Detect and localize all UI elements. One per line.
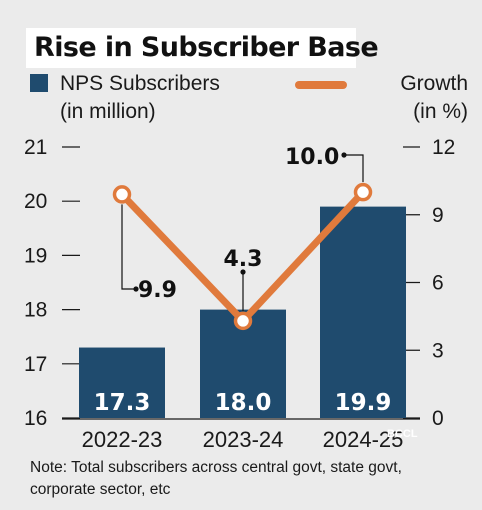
growth-leader-dot [133,286,139,292]
right-axis-tick-label: 12 [432,136,455,159]
right-axis-tick-label: 3 [432,339,444,362]
x-axis-category-label: 2023-24 [203,427,284,452]
growth-leader-dot [240,269,246,275]
right-axis-tick-label: 6 [432,272,444,295]
x-axis-category-label: 2022-23 [82,427,163,452]
growth-leader-line [121,204,136,290]
right-axis-tick-label: 9 [432,204,444,227]
bar-value-label: 17.3 [94,390,151,416]
left-axis-tick-label: 21 [24,136,47,159]
left-axis-tick-label: 20 [24,190,47,213]
legend-line-label-line1: Growth [400,72,468,95]
growth-value-label: 10.0 [285,145,339,170]
growth-point-marker [233,311,253,331]
left-axis-tick-label: 19 [24,244,47,267]
legend-bar-swatch [30,74,48,92]
legend-line-label-line2: (in %) [413,100,468,123]
left-axis-tick-label: 16 [24,407,47,430]
growth-point-marker [353,182,373,202]
bar-2022-23 [79,347,165,418]
growth-value-label: 4.3 [224,247,263,272]
left-axis-tick-label: 18 [24,299,47,322]
growth-value-label: 9.9 [138,278,177,303]
chart-title: Rise in Subscriber Base [34,32,379,63]
legend-bar-label-line1: NPS Subscribers [60,72,220,95]
growth-leader-line [344,154,364,183]
bar-value-label: 19.9 [335,390,392,416]
legend-bar-label-line2: (in million) [60,100,156,123]
left-axis-tick-label: 17 [24,353,47,376]
right-axis-tick-label: 0 [432,407,444,430]
growth-leader-dot [341,152,347,158]
footnote: Note: Total subscribers across central g… [30,459,402,498]
legend-line-swatch [295,81,347,89]
bar-2024-25 [320,206,406,418]
x-axis-category-label: 2024-25 [323,427,404,452]
bar-value-label: 18.0 [215,390,272,416]
title-background [26,28,356,68]
growth-point-marker [112,185,132,204]
credit-label: BCCL [387,428,418,440]
